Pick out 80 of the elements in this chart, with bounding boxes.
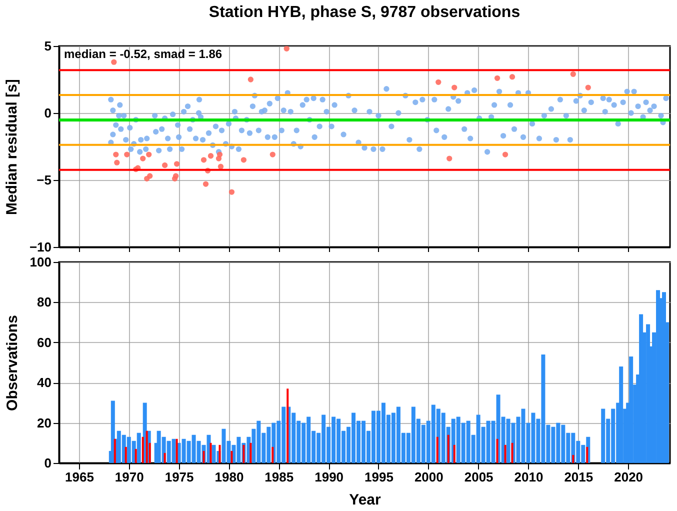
- point: [570, 71, 576, 77]
- bar: [164, 452, 166, 463]
- y-tick-label: 20: [37, 415, 52, 430]
- y-tick-label: 100: [30, 254, 52, 270]
- x-tick-label: 2010: [514, 470, 544, 484]
- point: [509, 74, 516, 80]
- chart-title: Station HYB, phase S, 9787 observations: [208, 4, 520, 21]
- point: [140, 156, 146, 162]
- bar: [110, 400, 115, 463]
- bar: [436, 436, 438, 463]
- point: [174, 161, 180, 167]
- point: [248, 76, 254, 82]
- y-tick-label: 0: [44, 456, 52, 470]
- x-axis-title: Year: [349, 492, 382, 508]
- point: [162, 162, 168, 168]
- point: [228, 189, 235, 195]
- bar: [210, 442, 212, 463]
- point: [216, 152, 223, 158]
- bar: [134, 448, 137, 463]
- bar: [629, 356, 634, 463]
- y-tick-label: 40: [37, 375, 52, 390]
- bar: [619, 366, 624, 463]
- x-tick-label: 2020: [614, 470, 644, 484]
- point: [452, 84, 458, 90]
- point: [200, 157, 207, 163]
- bar: [586, 446, 588, 463]
- bar: [124, 446, 127, 463]
- y-tick-label: 0: [44, 106, 52, 120]
- bar: [572, 454, 574, 463]
- x-tick-label: 1980: [214, 470, 244, 484]
- point: [585, 84, 591, 90]
- y-tick-label: 60: [37, 334, 52, 350]
- point: [436, 79, 442, 85]
- point: [270, 152, 276, 158]
- point: [240, 157, 247, 163]
- bar: [447, 434, 450, 463]
- bar: [146, 430, 148, 463]
- x-tick-label: 2005: [464, 470, 494, 484]
- point: [124, 152, 130, 158]
- bar: [142, 436, 144, 463]
- point: [502, 152, 508, 158]
- bar: [272, 446, 274, 463]
- point: [446, 156, 452, 162]
- x-tick-label: 1985: [264, 470, 294, 484]
- point: [113, 152, 119, 158]
- y-axis-title: Median residual [s]: [3, 79, 20, 215]
- y-tick-label: −5: [36, 172, 52, 188]
- x-tick-label: 1990: [314, 470, 344, 484]
- point: [218, 164, 224, 170]
- x-tick-label: 1970: [114, 470, 144, 484]
- bar: [114, 438, 116, 463]
- bar: [504, 444, 506, 463]
- point: [172, 173, 179, 179]
- bar: [230, 450, 233, 463]
- x-tick-label: 1965: [65, 470, 94, 484]
- annotation: median = -0.52, smad = 1.86: [64, 47, 222, 61]
- bar: [496, 438, 498, 463]
- point: [494, 75, 500, 81]
- point: [146, 152, 152, 158]
- point: [202, 181, 209, 187]
- bar: [250, 442, 252, 463]
- y-tick-label: −10: [29, 240, 52, 254]
- bar: [202, 450, 205, 463]
- point: [114, 160, 120, 166]
- y-tick-label: 5: [44, 38, 52, 54]
- x-tick-label: 2000: [414, 470, 444, 484]
- bar: [218, 444, 221, 463]
- bar: [511, 442, 514, 463]
- bar: [453, 444, 456, 463]
- y-axis-title: Observations: [4, 315, 21, 411]
- x-tick-label: 2015: [564, 470, 594, 484]
- point: [111, 59, 117, 65]
- bar: [286, 388, 289, 463]
- x-tick-label: 1975: [164, 470, 194, 484]
- y-tick-label: 80: [37, 294, 52, 310]
- point: [147, 173, 153, 179]
- x-tick-label: 1995: [364, 470, 394, 484]
- bar: [176, 438, 178, 463]
- point: [284, 46, 290, 52]
- point: [208, 153, 214, 159]
